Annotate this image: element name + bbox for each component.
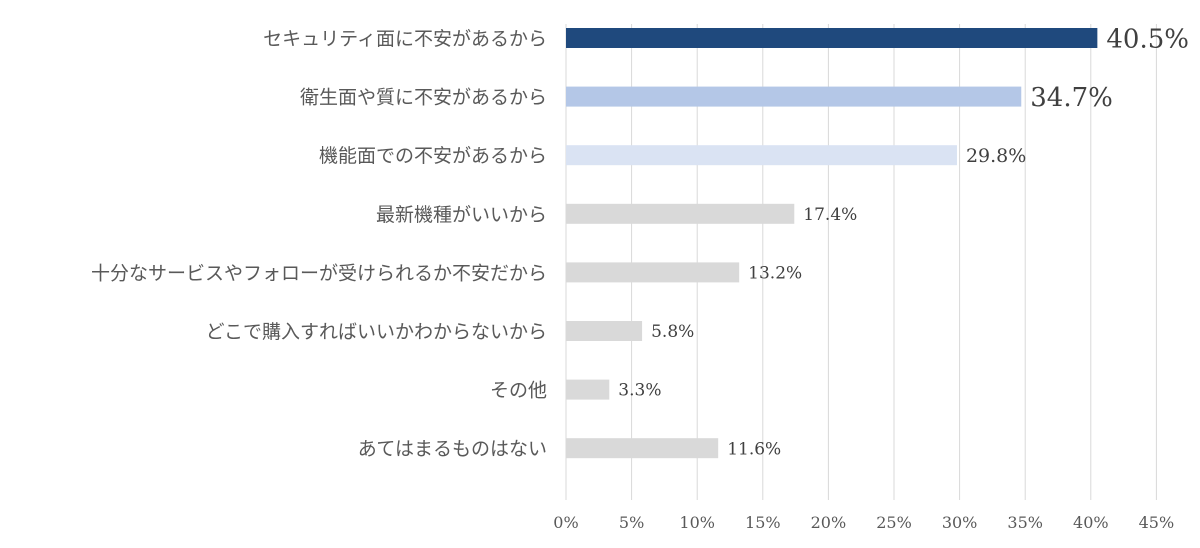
x-tick-label: 5% bbox=[619, 513, 644, 532]
bar bbox=[566, 262, 740, 283]
category-label: 機能面での不安があるから bbox=[319, 145, 547, 167]
x-tick-label: 35% bbox=[1007, 513, 1043, 532]
value-label: 3.3% bbox=[618, 381, 661, 401]
category-label: 衛生面や質に不安があるから bbox=[300, 87, 547, 109]
category-label: 十分なサービスやフォローが受けられるか不安だから bbox=[91, 262, 547, 284]
value-labels: 40.5% 34.7% 29.8% 17.4% 13.2% 5.8% 3.3% 11.6% bbox=[618, 24, 1189, 459]
value-label: 13.2% bbox=[748, 264, 802, 284]
x-tick-labels: 0% 5% 10% 15% 20% 25% 30% 35% 40% 45% bbox=[553, 513, 1174, 532]
bar bbox=[566, 438, 719, 459]
bar bbox=[566, 28, 1098, 48]
category-label: セキュリティ面に不安があるから bbox=[263, 28, 547, 50]
category-label: 最新機種がいいから bbox=[376, 204, 547, 226]
x-tick-label: 0% bbox=[553, 513, 578, 532]
x-tick-label: 25% bbox=[876, 513, 912, 532]
value-label: 11.6% bbox=[727, 439, 781, 459]
category-labels: セキュリティ面に不安があるから衛生面や質に不安があるから機能面での不安があるから… bbox=[91, 28, 547, 460]
x-tick-label: 45% bbox=[1139, 513, 1175, 532]
x-tick-label: 20% bbox=[811, 513, 847, 532]
bar bbox=[566, 145, 957, 166]
category-label: どこで購入すればいいかわからないから bbox=[206, 321, 547, 343]
value-label: 29.8% bbox=[966, 145, 1026, 167]
x-tick-label: 40% bbox=[1073, 513, 1109, 532]
x-tick-label: 30% bbox=[942, 513, 978, 532]
bar bbox=[566, 203, 795, 224]
x-tick-label: 10% bbox=[679, 513, 715, 532]
bar bbox=[566, 86, 1022, 107]
value-label: 34.7% bbox=[1030, 83, 1113, 113]
value-label: 40.5% bbox=[1106, 24, 1189, 54]
category-label: あてはまるものはない bbox=[358, 438, 547, 460]
value-label: 17.4% bbox=[803, 205, 857, 225]
bars-group bbox=[566, 28, 1098, 459]
bar bbox=[566, 321, 643, 341]
category-label: その他 bbox=[490, 380, 547, 402]
x-tick-label: 15% bbox=[745, 513, 781, 532]
value-label: 5.8% bbox=[651, 322, 694, 342]
bar bbox=[566, 379, 610, 400]
